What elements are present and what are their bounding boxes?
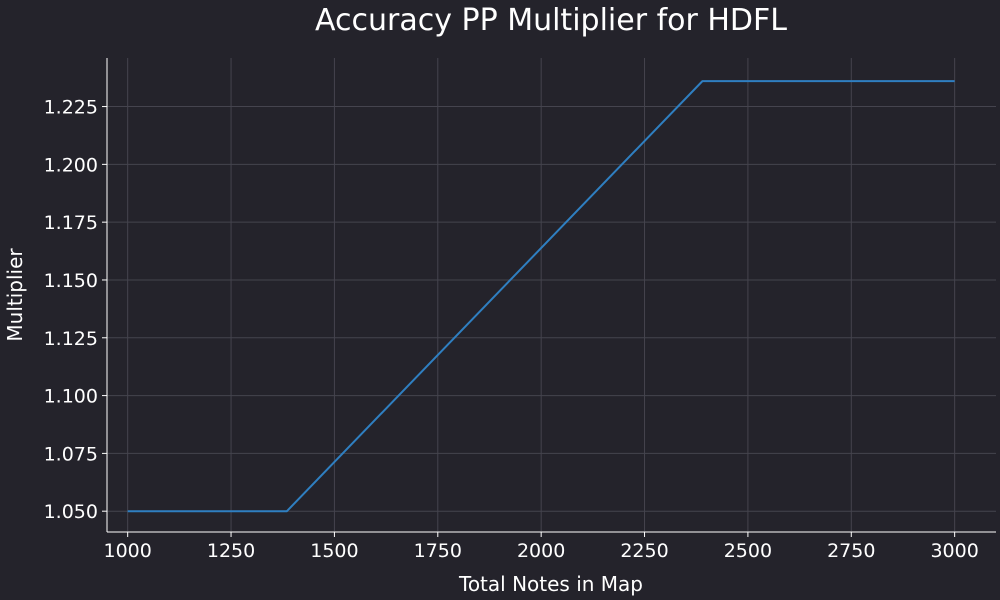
x-tick-label: 1000: [103, 540, 151, 562]
x-tick-label: 3000: [930, 540, 978, 562]
x-axis-label: Total Notes in Map: [458, 572, 643, 596]
grid: [107, 58, 996, 532]
axes: [106, 58, 996, 533]
y-tick-label: 1.150: [44, 270, 98, 292]
y-tick-label: 1.075: [44, 443, 98, 465]
x-tick-label: 1750: [414, 540, 462, 562]
y-tick-label: 1.225: [44, 97, 98, 119]
y-tick-label: 1.125: [44, 328, 98, 350]
series-layer: [127, 80, 955, 513]
x-ticks: 1000 1250 1500 1750 2000 2250 2500 2750 3000: [103, 532, 979, 562]
y-tick-label: 1.200: [44, 154, 98, 176]
x-tick-label: 2250: [620, 540, 668, 562]
x-tick-label: 1250: [207, 540, 255, 562]
x-tick-label: 2750: [827, 540, 875, 562]
y-ticks: 1.050 1.075 1.100 1.125 1.150 1.175 1.200 1.225: [44, 97, 107, 523]
x-tick-label: 1500: [310, 540, 358, 562]
y-tick-label: 1.100: [44, 386, 98, 408]
y-axis-label: Multiplier: [3, 248, 27, 342]
series-line: [127, 80, 955, 513]
chart-title: Accuracy PP Multiplier for HDFL: [315, 3, 787, 38]
y-tick-label: 1.050: [44, 501, 98, 523]
x-tick-label: 2000: [517, 540, 565, 562]
y-tick-label: 1.175: [44, 212, 98, 234]
x-tick-label: 2500: [724, 540, 772, 562]
